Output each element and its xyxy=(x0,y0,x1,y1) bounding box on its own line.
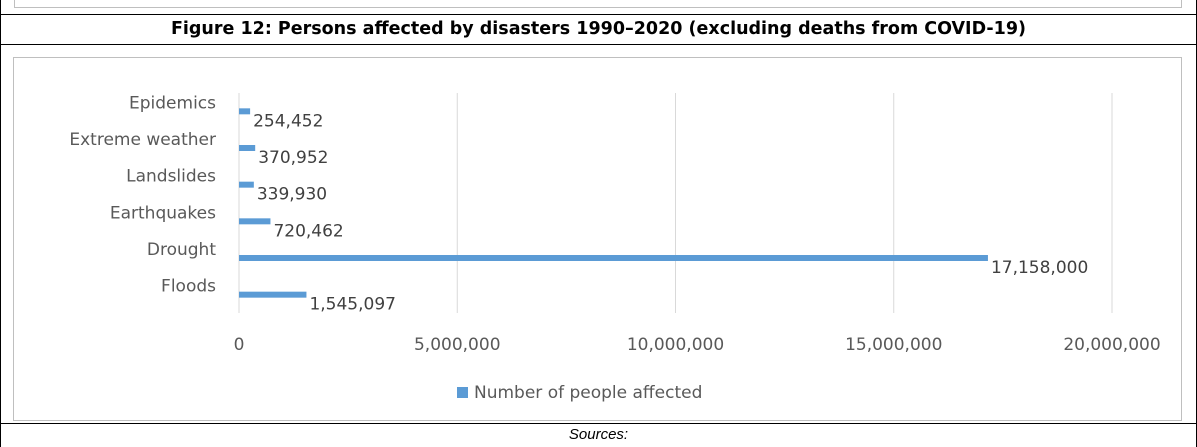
bar xyxy=(239,145,256,151)
data-label: 339,930 xyxy=(257,185,327,205)
previous-figure-edge xyxy=(0,0,1197,14)
sources-row: Sources: xyxy=(0,423,1197,447)
data-label: 254,452 xyxy=(253,111,323,131)
bar xyxy=(239,255,988,261)
figure-title-row: Figure 12: Persons affected by disasters… xyxy=(0,14,1197,45)
bar xyxy=(239,181,254,188)
category-label: Landslides xyxy=(126,167,216,187)
data-label: 17,158,000 xyxy=(991,258,1088,278)
legend-swatch xyxy=(457,387,468,398)
chart-area: Epidemics 254,452 Extreme weather 370,952 La… xyxy=(13,57,1182,421)
x-tick-label: 10,000,000 xyxy=(627,335,724,355)
x-tick-label: 0 xyxy=(234,335,245,355)
category-label: Drought xyxy=(147,240,216,260)
figure-title: Figure 12: Persons affected by disasters… xyxy=(170,19,1027,39)
legend-label: Number of people affected xyxy=(474,383,702,403)
data-label: 370,952 xyxy=(258,148,328,168)
data-label: 1,545,097 xyxy=(309,295,396,315)
x-tick-label: 5,000,000 xyxy=(414,335,501,355)
bar xyxy=(239,291,307,298)
x-tick-label: 20,000,000 xyxy=(1063,335,1160,355)
category-label: Extreme weather xyxy=(69,130,216,150)
chart-row: Epidemics 254,452 Extreme weather 370,952 La… xyxy=(0,44,1197,424)
bar xyxy=(239,218,271,225)
category-label: Floods xyxy=(161,277,216,297)
x-tick-label: 15,000,000 xyxy=(845,335,942,355)
data-label: 720,462 xyxy=(273,221,343,241)
sources-label: Sources: xyxy=(568,426,629,443)
bar-chart: Epidemics 254,452 Extreme weather 370,952 La… xyxy=(69,93,1161,403)
category-label: Epidemics xyxy=(129,93,216,113)
category-label: Earthquakes xyxy=(110,203,216,223)
bar xyxy=(239,108,251,115)
